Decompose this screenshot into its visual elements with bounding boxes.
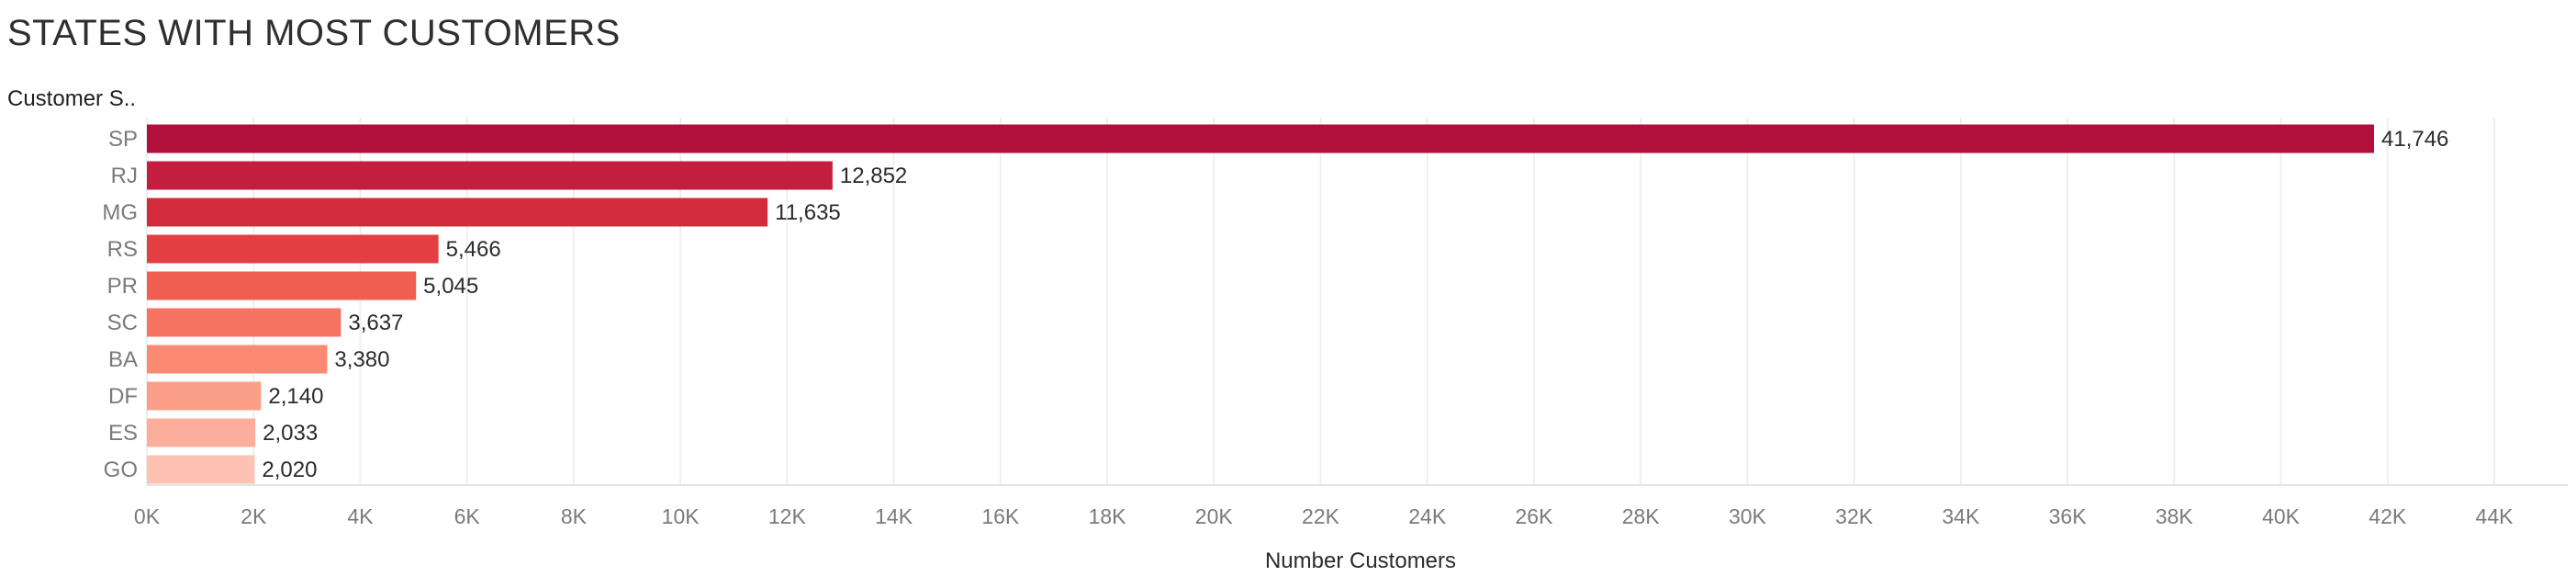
x-tick-label: 34K (1942, 504, 1980, 528)
category-label: SP (108, 127, 138, 152)
bar-ba[interactable] (147, 345, 328, 374)
bar-es[interactable] (147, 418, 256, 447)
category-label: RJ (111, 164, 138, 188)
x-tick-label: 28K (1622, 504, 1661, 528)
value-label: 2,020 (262, 458, 317, 482)
bar-go[interactable] (147, 455, 255, 484)
x-tick-label: 10K (662, 504, 700, 528)
x-tick-label: 12K (768, 504, 807, 528)
value-label: 11,635 (775, 200, 841, 225)
x-tick-label: 30K (1729, 504, 1767, 528)
value-label: 5,466 (446, 237, 501, 262)
x-tick-label: 44K (2476, 504, 2514, 528)
bar-df[interactable] (147, 381, 262, 411)
category-label: MG (102, 200, 138, 225)
x-tick-label: 36K (2049, 504, 2088, 528)
x-tick-label: 42K (2369, 504, 2407, 528)
bar-rs[interactable] (147, 234, 439, 264)
x-axis-title: Number Customers (1265, 548, 1456, 573)
value-label: 2,140 (268, 384, 323, 409)
value-label: 12,852 (840, 164, 907, 188)
x-tick-label: 14K (875, 504, 913, 528)
category-label: GO (104, 458, 138, 482)
value-label: 3,637 (348, 311, 403, 335)
value-label: 2,033 (263, 421, 318, 446)
category-label: SC (107, 311, 138, 335)
category-label: RS (107, 237, 138, 262)
x-tick-label: 40K (2262, 504, 2301, 528)
x-tick-label: 22K (1302, 504, 1340, 528)
bars-layer (147, 124, 2375, 484)
bar-pr[interactable] (147, 271, 417, 300)
x-tick-label: 20K (1195, 504, 1234, 528)
category-label: PR (107, 274, 138, 299)
bar-rj[interactable] (147, 161, 833, 190)
x-tick-label: 2K (241, 504, 267, 528)
row-header-label: Customer S.. (7, 86, 137, 111)
x-tick-label: 32K (1835, 504, 1874, 528)
bar-sp[interactable] (147, 124, 2375, 153)
x-tick-label: 8K (561, 504, 588, 528)
x-tick-label: 18K (1089, 504, 1127, 528)
x-tick-label: 26K (1515, 504, 1553, 528)
chart-title: STATES WITH MOST CUSTOMERS (7, 13, 621, 53)
x-axis-ticks: 0K 2K 4K 6K 8K 10K 12K 14K 16K 18K 20K 22K 24K 26K 28K… (134, 504, 2514, 528)
value-label: 41,746 (2381, 127, 2448, 152)
value-label: 3,380 (334, 347, 389, 372)
x-tick-label: 24K (1408, 504, 1447, 528)
bar-sc[interactable] (147, 308, 342, 337)
value-label: 5,045 (423, 274, 478, 299)
x-tick-label: 16K (981, 504, 1020, 528)
category-label: ES (108, 421, 138, 446)
x-tick-label: 6K (454, 504, 481, 528)
x-tick-label: 38K (2156, 504, 2194, 528)
x-tick-label: 4K (347, 504, 374, 528)
category-labels: SP RJ MG RS PR SC BA DF ES GO (102, 127, 138, 482)
category-label: BA (108, 347, 138, 372)
bar-mg[interactable] (147, 198, 768, 227)
x-tick-label: 0K (134, 504, 161, 528)
category-label: DF (108, 384, 138, 409)
value-labels: 41,746 12,852 11,635 5,466 5,045 3,637 3,380 2,… (262, 127, 2448, 482)
